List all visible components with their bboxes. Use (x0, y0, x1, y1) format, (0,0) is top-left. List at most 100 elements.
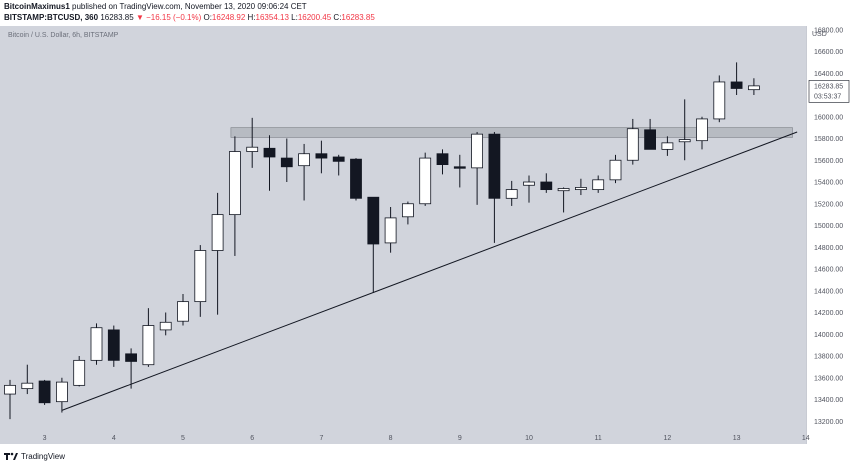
candle-body-up (713, 81, 726, 120)
candle (661, 136, 674, 156)
time-tick-label: 8 (389, 435, 393, 442)
chart-title: Bitcoin / U.S. Dollar, 6h, BITSTAMP (8, 32, 119, 39)
candle (263, 135, 276, 191)
candle (38, 379, 51, 405)
publish-line: BitcoinMaximus1 published on TradingView… (4, 2, 307, 11)
candle-body-down (332, 156, 345, 162)
author-name[interactable]: BitcoinMaximus1 (4, 2, 70, 11)
high-label: H: (247, 13, 256, 22)
candle-body-down (107, 329, 120, 361)
candle-body-up (177, 301, 189, 322)
candle-body-down (488, 133, 501, 199)
price-tick-label: 13400.00 (814, 397, 843, 404)
low-label: L: (291, 13, 298, 22)
price-tick-label: 16400.00 (814, 71, 843, 78)
candle-body-up (142, 325, 155, 366)
last-price-label: 16283.85 (814, 83, 843, 90)
candle-body-down (367, 196, 380, 245)
candle-body-up (661, 142, 674, 150)
resistance-zone (230, 127, 793, 138)
candle-body-up (4, 384, 16, 395)
symbol-name[interactable]: BITSTAMP:BTCUSD, 360 (4, 13, 99, 22)
price-tick-label: 15000.00 (814, 223, 843, 230)
countdown-label: 03:53:37 (814, 93, 841, 100)
candle-body-up (384, 217, 397, 244)
candle (644, 118, 656, 150)
price-tick-label: 14400.00 (814, 288, 843, 295)
candle (696, 116, 708, 150)
candle (21, 364, 34, 395)
symbol-line: BITSTAMP:BTCUSD, 360 16283.85 ▼ −16.15 (… (4, 13, 375, 22)
price-tick-label: 14800.00 (814, 245, 843, 252)
candle (505, 180, 518, 206)
time-tick-label: 3 (43, 435, 47, 442)
candle-body-down (280, 157, 293, 168)
candle-body-up (575, 187, 587, 191)
candle (401, 201, 414, 225)
plot-area[interactable] (0, 26, 806, 444)
close-label: C: (333, 13, 342, 22)
low-value: 16200.45 (297, 13, 332, 22)
candle-body-up (609, 159, 622, 181)
price-tick-label: 15600.00 (814, 158, 843, 165)
tradingview-logo[interactable]: TradingView (4, 451, 65, 461)
candle-body-down (350, 158, 362, 199)
candle-body-up (696, 118, 708, 142)
candle-body-up (505, 189, 518, 199)
price-tick-label: 15800.00 (814, 136, 843, 143)
time-tick-label: 5 (181, 435, 185, 442)
candle (90, 323, 103, 365)
candle (523, 175, 535, 203)
price-tick-label: 14600.00 (814, 267, 843, 274)
candle-body-up (298, 153, 311, 167)
candle-body-down (263, 147, 276, 158)
time-tick-label: 13 (733, 435, 741, 442)
candle-body-up (419, 157, 432, 205)
candle (298, 143, 311, 201)
price-tick-label: 14200.00 (814, 310, 843, 317)
candle-body-up (678, 139, 691, 143)
price-change: ▼ −16.15 (−0.1%) (135, 13, 202, 22)
price-tick-label: 14000.00 (814, 332, 843, 339)
candle-body-up (90, 327, 103, 361)
candle (177, 294, 189, 326)
candle (436, 149, 449, 175)
time-tick-label: 11 (595, 435, 602, 442)
price-tick-label: 16600.00 (814, 49, 843, 56)
candle-body-up (471, 133, 484, 169)
open-value: 16248.92 (211, 13, 246, 22)
candle-body-up (626, 128, 639, 161)
candle-body-up (73, 359, 86, 386)
close-value: 16283.85 (341, 13, 375, 22)
open-label: O: (203, 13, 212, 22)
candle (315, 140, 328, 174)
candle (626, 118, 639, 165)
candle (142, 308, 155, 367)
candle (107, 325, 120, 367)
candle (246, 117, 259, 168)
candle-body-up (748, 85, 760, 91)
publish-text: published on TradingView.com, November 1… (72, 2, 307, 11)
high-value: 16354.13 (255, 13, 289, 22)
candle (730, 62, 743, 95)
candle (471, 131, 484, 205)
candle (228, 136, 241, 256)
candle-body-up (211, 214, 224, 251)
time-tick-label: 7 (319, 435, 323, 442)
candle-body-down (730, 81, 743, 89)
candle (332, 154, 345, 176)
candle-body-up (557, 188, 570, 192)
last-price: 16283.85 (100, 13, 134, 22)
time-tick-label: 12 (664, 435, 672, 442)
price-tick-label: 16000.00 (814, 114, 843, 121)
candle-body-up (246, 146, 259, 152)
candle (159, 312, 172, 336)
candle-body-down (453, 166, 466, 169)
candle (125, 348, 137, 389)
candle-body-down (315, 153, 328, 159)
price-tick-label: 16800.00 (814, 27, 843, 34)
price-tick-label: 15400.00 (814, 180, 843, 187)
candle (453, 154, 466, 188)
candle (4, 379, 16, 420)
